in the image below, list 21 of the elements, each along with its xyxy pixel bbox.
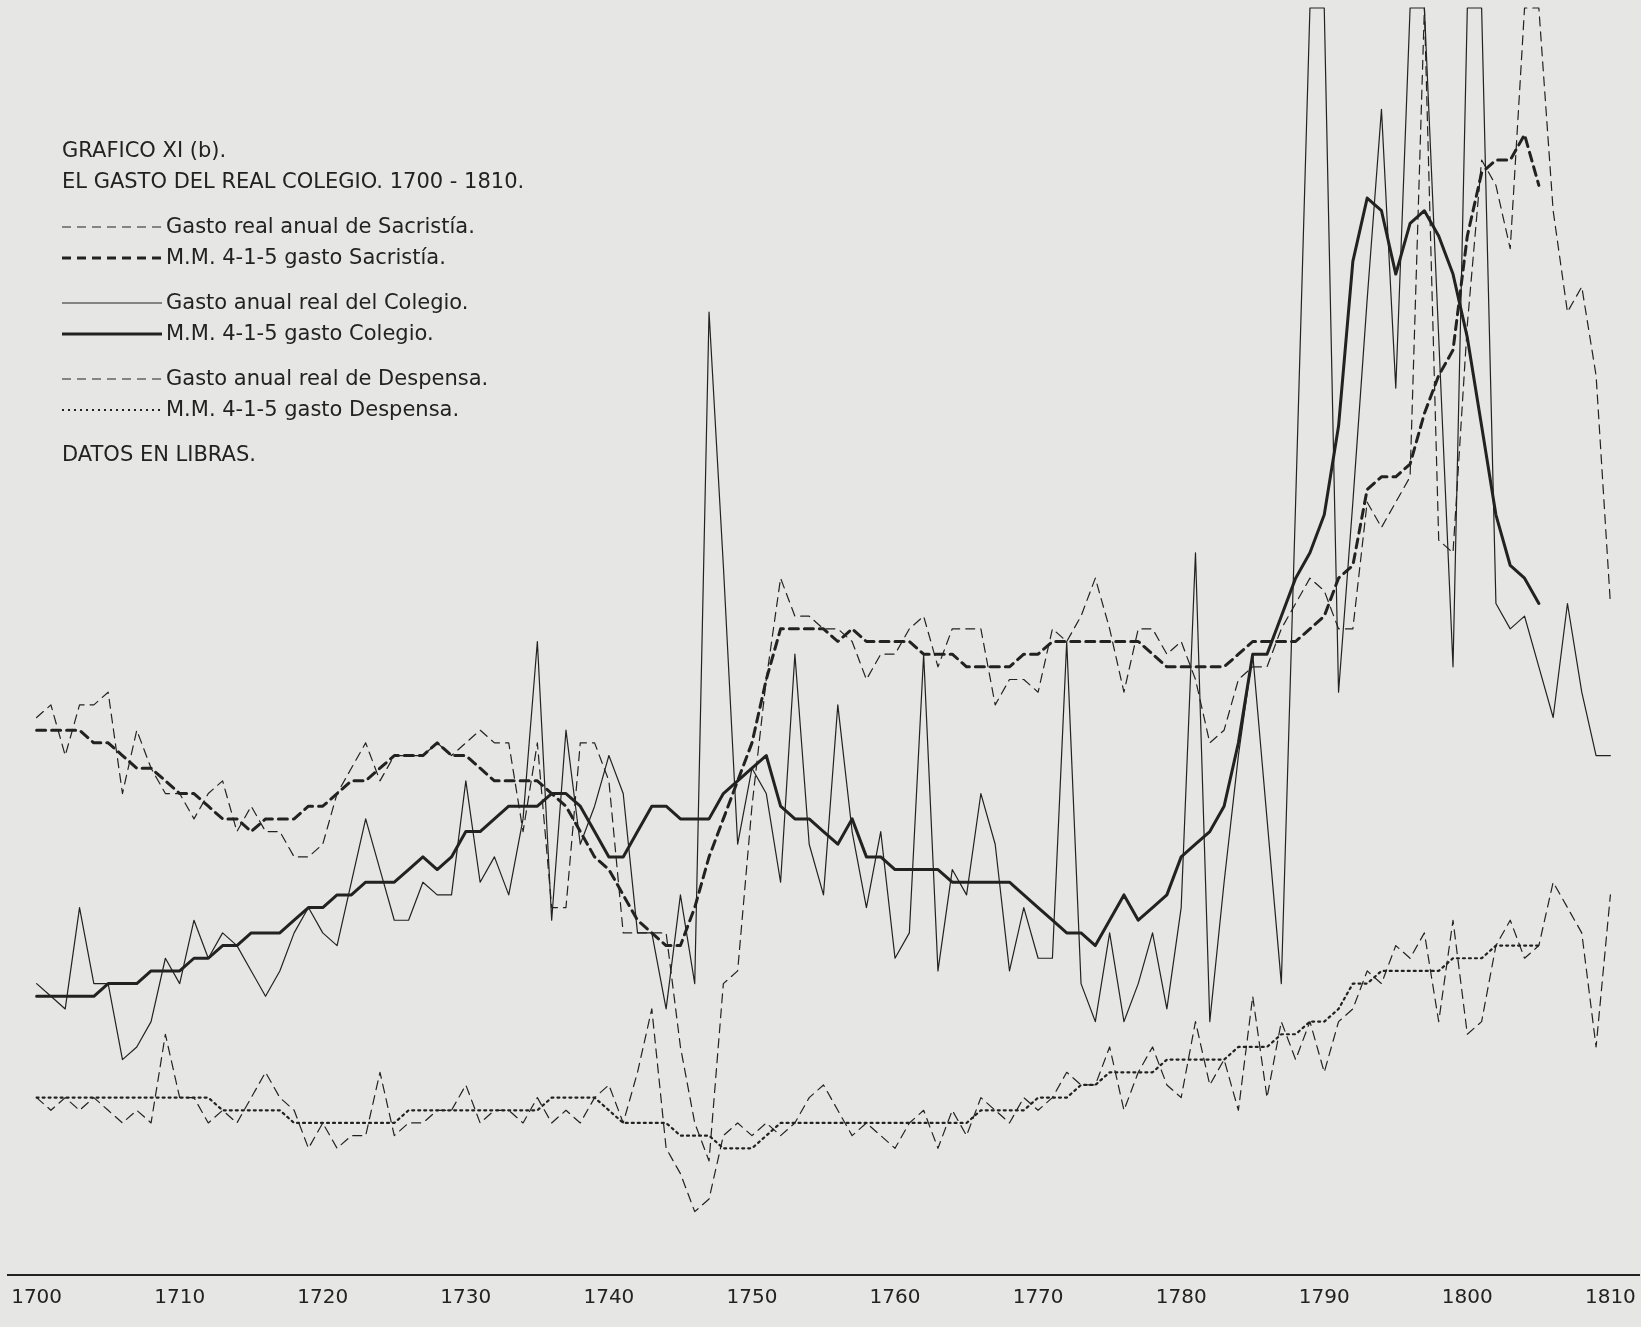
x-tick-label: 1710 — [154, 1284, 206, 1309]
legend-label: Gasto real anual de Sacristía. — [166, 213, 475, 240]
annotation: DATOS EN LIBRAS. — [62, 441, 257, 468]
x-tick-label: 1810 — [1584, 1284, 1636, 1309]
legend-label: M.M. 4-1-5 gasto Despensa. — [166, 396, 460, 423]
legend-label: M.M. 4-1-5 gasto Colegio. — [166, 320, 434, 347]
legend-label: Gasto anual real del Colegio. — [166, 289, 469, 316]
legend-label: Gasto anual real de Despensa. — [166, 365, 489, 392]
x-tick-label: 1760 — [869, 1284, 921, 1309]
x-tick-label: 1700 — [11, 1284, 63, 1309]
text: EL GASTO DEL REAL COLEGIO. 1700 - 1810. — [62, 168, 525, 195]
x-tick-label: 1730 — [440, 1284, 492, 1309]
x-tick-label: 1720 — [297, 1284, 349, 1309]
x-tick-label: 1770 — [1012, 1284, 1064, 1309]
x-tick-label: 1750 — [726, 1284, 778, 1309]
x-tick-label: 1790 — [1298, 1284, 1350, 1309]
x-tick-label: 1800 — [1441, 1284, 1493, 1309]
x-tick-label: 1740 — [583, 1284, 635, 1309]
x-tick-label: 1780 — [1155, 1284, 1207, 1309]
legend-label: M.M. 4-1-5 gasto Sacristía. — [166, 244, 446, 271]
text: GRAFICO XI (b). — [62, 137, 228, 164]
